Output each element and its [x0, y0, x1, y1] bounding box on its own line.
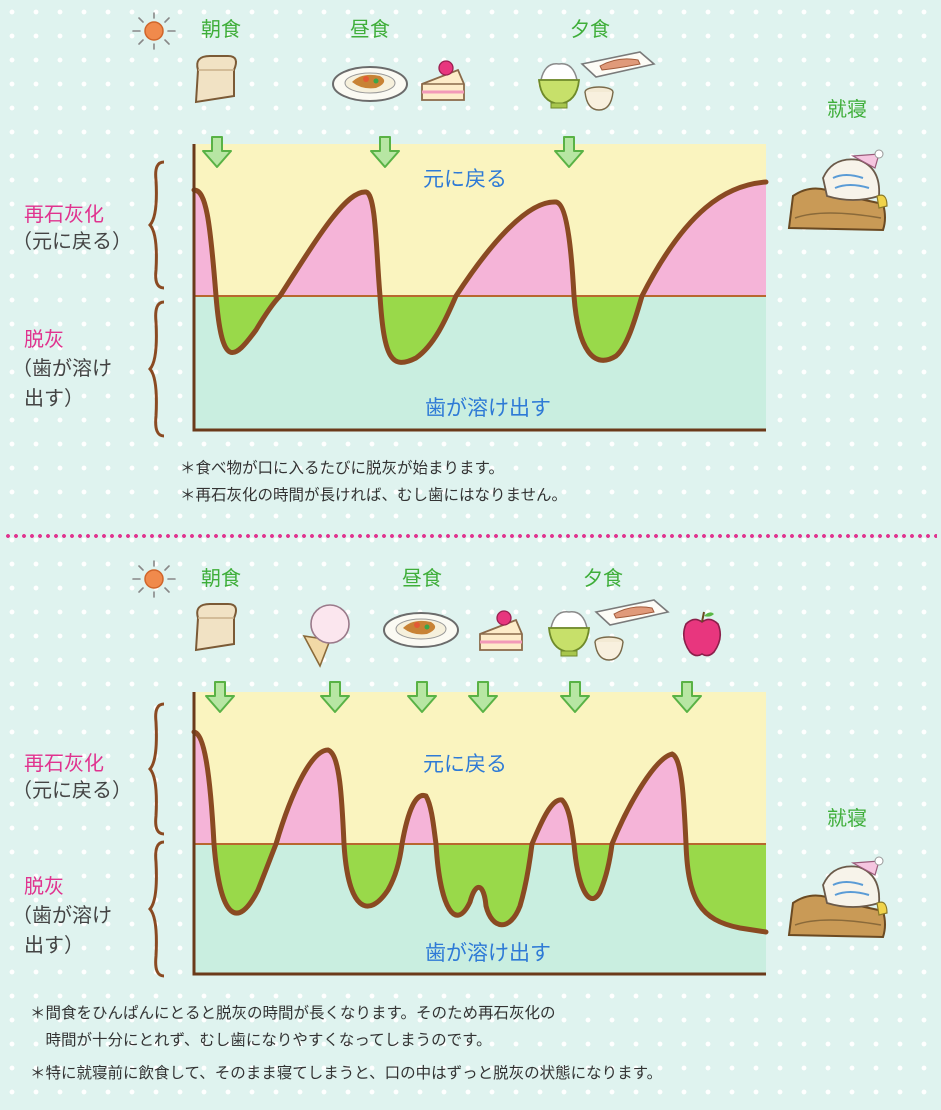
bottom-ph-chart: [191, 692, 769, 976]
meal-label-dinner: 夕食: [583, 566, 623, 590]
top-diagram: 朝食 昼食 夕食 就寝: [0, 0, 941, 520]
down-arrow-icon: [560, 681, 590, 713]
meal-label-lunch: 昼食: [350, 17, 390, 41]
down-arrow-icon: [370, 136, 400, 168]
demineralization-label: 脱灰: [24, 327, 64, 351]
rice-bowl-icon: [538, 63, 580, 109]
remineralization-sub-label: （元に戻る）: [12, 778, 132, 802]
top-ph-chart: [191, 144, 769, 432]
remineralization-label: 再石灰化: [24, 751, 104, 775]
soup-bowl-icon: [584, 86, 614, 111]
brace-icon: [148, 160, 165, 290]
down-arrow-icon: [320, 681, 350, 713]
meal-label-dinner: 夕食: [570, 17, 610, 41]
curry-plate-icon: [383, 612, 459, 648]
fish-tray-icon: [594, 599, 670, 626]
bedtime-label: 就寝: [827, 806, 867, 830]
demineralization-sub-label-1: （歯が溶け: [12, 903, 112, 927]
soup-bowl-icon: [594, 636, 624, 661]
down-arrow-icon: [205, 681, 235, 713]
demineralization-sub-label-2: 出す）: [24, 386, 84, 410]
brace-icon: [148, 840, 165, 978]
bedtime-label: 就寝: [827, 97, 867, 121]
fish-tray-icon: [580, 51, 656, 78]
top-zone-label: 元に戻る: [423, 752, 507, 776]
demineralization-sub-label-2: 出す）: [24, 933, 84, 957]
sun-icon: [132, 12, 176, 50]
cake-icon: [479, 610, 523, 651]
down-arrow-icon: [202, 136, 232, 168]
ice-cream-icon: [302, 604, 350, 668]
meal-label-lunch: 昼食: [402, 566, 442, 590]
section-divider: [4, 534, 937, 538]
bottom-note-1: ＊間食をひんぱんにとると脱灰の時間が長くなります。そのため再石灰化の: [30, 1004, 556, 1022]
curry-plate-icon: [332, 66, 408, 102]
down-arrow-icon: [554, 136, 584, 168]
bottom-zone-label: 歯が溶け出す: [425, 396, 551, 420]
bottom-diagram: 朝食 昼食 夕食 就寝: [0, 540, 941, 1110]
meal-label-breakfast: 朝食: [201, 17, 241, 41]
down-arrow-icon: [672, 681, 702, 713]
brace-icon: [148, 300, 165, 438]
bottom-zone-label: 歯が溶け出す: [425, 941, 551, 965]
brace-icon: [148, 702, 165, 836]
rice-bowl-icon: [548, 611, 590, 657]
bottom-note-3: ＊特に就寝前に飲食して、そのまま寝てしまうと、口の中はずっと脱灰の状態になります…: [30, 1064, 663, 1082]
top-zone-label: 元に戻る: [423, 167, 507, 191]
sun-icon: [132, 560, 176, 598]
demineralization-sub-label-1: （歯が溶け: [12, 356, 112, 380]
toast-icon: [194, 55, 237, 104]
sleeping-in-bed-icon: [787, 149, 888, 232]
remineralization-label: 再石灰化: [24, 202, 104, 226]
down-arrow-icon: [468, 681, 498, 713]
meal-label-breakfast: 朝食: [201, 566, 241, 590]
down-arrow-icon: [407, 681, 437, 713]
sleeping-in-bed-icon: [787, 856, 888, 939]
bottom-note-2: 時間が十分にとれず、むし歯になりやすくなってしまうのです。: [30, 1031, 492, 1049]
top-note-2: ＊再石灰化の時間が長ければ、むし歯にはなりません。: [180, 486, 568, 504]
remineralization-sub-label: （元に戻る）: [12, 229, 132, 253]
demineralization-label: 脱灰: [24, 874, 64, 898]
top-note-1: ＊食べ物が口に入るたびに脱灰が始まります。: [180, 459, 504, 477]
apple-icon: [682, 611, 722, 657]
toast-icon: [194, 603, 237, 652]
cake-icon: [421, 60, 465, 101]
